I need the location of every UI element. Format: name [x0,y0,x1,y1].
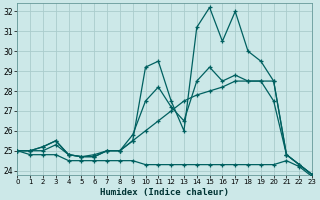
X-axis label: Humidex (Indice chaleur): Humidex (Indice chaleur) [100,188,229,197]
